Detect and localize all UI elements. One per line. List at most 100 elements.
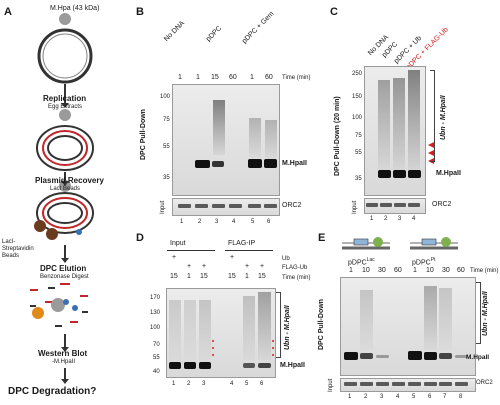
smear-brace xyxy=(430,70,435,162)
time-value: 15 xyxy=(170,273,178,280)
step-western-blot-sub: -M.HpaII xyxy=(52,359,76,365)
lane-number: 6 xyxy=(267,219,271,225)
arrow-down-icon xyxy=(61,368,69,384)
row-label-flag-ub: FLAG-Ub xyxy=(282,265,308,271)
mhpaii-band xyxy=(376,355,389,358)
lane-number: 1 xyxy=(172,381,176,387)
bead-icon xyxy=(34,220,46,232)
ub-mark: + xyxy=(172,254,177,261)
smear-brace xyxy=(276,292,281,358)
orc2-band xyxy=(394,203,406,207)
panel-d-label: D xyxy=(136,232,144,244)
lane-number: 2 xyxy=(364,394,368,400)
ub-smear xyxy=(424,286,437,350)
mhpaii-band xyxy=(360,353,373,359)
mw-marker: 75 xyxy=(355,133,362,139)
orc2-band xyxy=(424,382,437,386)
lane-number: 3 xyxy=(380,394,384,400)
time-value: 15 xyxy=(200,273,208,280)
step-dpc-elution-sub: Benzonase Digest xyxy=(40,274,89,280)
ub-smear xyxy=(169,300,181,360)
mw-marker: 70 xyxy=(153,342,160,348)
construct-schematics xyxy=(342,237,458,250)
mhpaii-band xyxy=(195,160,210,168)
lane-number: 5 xyxy=(412,394,416,400)
flag-mark: + xyxy=(202,263,207,270)
panel-e-label: E xyxy=(318,232,326,244)
time-value: 60 xyxy=(457,267,465,274)
mw-marker: 75 xyxy=(163,117,170,123)
lane-number: 3 xyxy=(202,381,206,387)
band-label-mhpaii: M.HpaII xyxy=(436,170,461,177)
time-value: 60 xyxy=(265,74,273,81)
orc2-band xyxy=(366,203,378,207)
red-arrow-icon xyxy=(428,142,434,148)
mw-marker: 55 xyxy=(355,150,362,156)
ub-smear xyxy=(265,120,277,160)
red-arrow-icon xyxy=(428,150,434,156)
orc2-band xyxy=(408,382,421,386)
plasmid-icon xyxy=(37,28,93,84)
flag-mark: + xyxy=(260,263,265,270)
arrow-down-icon xyxy=(61,84,69,108)
time-value: 10 xyxy=(426,267,434,274)
mhpaii-band xyxy=(378,170,391,178)
construct-pt-icon xyxy=(410,237,458,250)
lane-number: 4 xyxy=(412,216,416,222)
lane-header-pdpc: pDPC xyxy=(205,24,224,43)
step-western-blot: Western Blot xyxy=(38,349,88,358)
lane-number: 1 xyxy=(370,216,374,222)
panel-c-label: C xyxy=(330,6,338,18)
band-label-mhpaii: M.HpaII xyxy=(466,354,490,361)
lane-number: 4 xyxy=(232,219,236,225)
mw-marker: 170 xyxy=(150,295,161,301)
panel-a-label: A xyxy=(4,6,12,18)
step-plasmid-recovery-sub: LacI Beads xyxy=(50,186,81,192)
mhpaii-band xyxy=(199,362,211,369)
mhpaii-band xyxy=(439,353,452,359)
time-value: 15 xyxy=(211,74,219,81)
construct-pt-label: pDPCPt xyxy=(412,257,436,267)
lane-number: 1 xyxy=(348,394,352,400)
flag-mark: + xyxy=(245,263,250,270)
red-dot-icon xyxy=(212,340,214,342)
mhpaii-band xyxy=(393,170,406,178)
orc2-band xyxy=(360,382,373,386)
lane-number: 5 xyxy=(251,219,255,225)
ub-smear xyxy=(249,118,261,158)
mw-marker: 250 xyxy=(352,71,363,77)
control-label-orc2: ORC2 xyxy=(282,202,302,209)
red-dot-icon xyxy=(212,354,214,356)
time-value: 1 xyxy=(413,267,417,274)
bead-icon xyxy=(46,228,58,240)
construct-lac-label: pDPCLac xyxy=(348,257,375,267)
control-label-orc2: ORC2 xyxy=(432,201,452,208)
orc2-band xyxy=(439,382,452,386)
time-value: 1 xyxy=(178,74,182,81)
orc2-band xyxy=(455,382,468,386)
band-label-mhpaii: M.HpaII xyxy=(280,362,305,369)
ub-smear xyxy=(408,70,420,170)
ub-smear xyxy=(393,78,405,170)
orc2-band xyxy=(212,204,225,208)
lane-number: 8 xyxy=(459,394,463,400)
lane-number: 5 xyxy=(245,381,249,387)
time-value: 1 xyxy=(349,267,353,274)
mhpaii-band xyxy=(243,363,255,368)
orc2-band xyxy=(229,204,242,208)
ub-smear xyxy=(360,290,373,350)
orc2-band xyxy=(376,382,389,386)
mw-marker: 55 xyxy=(163,144,170,150)
time-value: 1 xyxy=(187,273,191,280)
lane-number: 7 xyxy=(443,394,447,400)
red-dot-icon xyxy=(272,354,274,356)
mhpaii-band xyxy=(408,351,422,360)
ub-smear xyxy=(258,292,271,360)
step-replication: Replication xyxy=(43,94,87,103)
orange-protein-icon xyxy=(32,307,44,319)
time-value: 1 xyxy=(250,74,254,81)
mw-marker: 100 xyxy=(160,94,171,100)
lane-number: 2 xyxy=(384,216,388,222)
group-label-flag-ip: FLAG-IP xyxy=(228,240,256,247)
orc2-band xyxy=(344,382,357,386)
